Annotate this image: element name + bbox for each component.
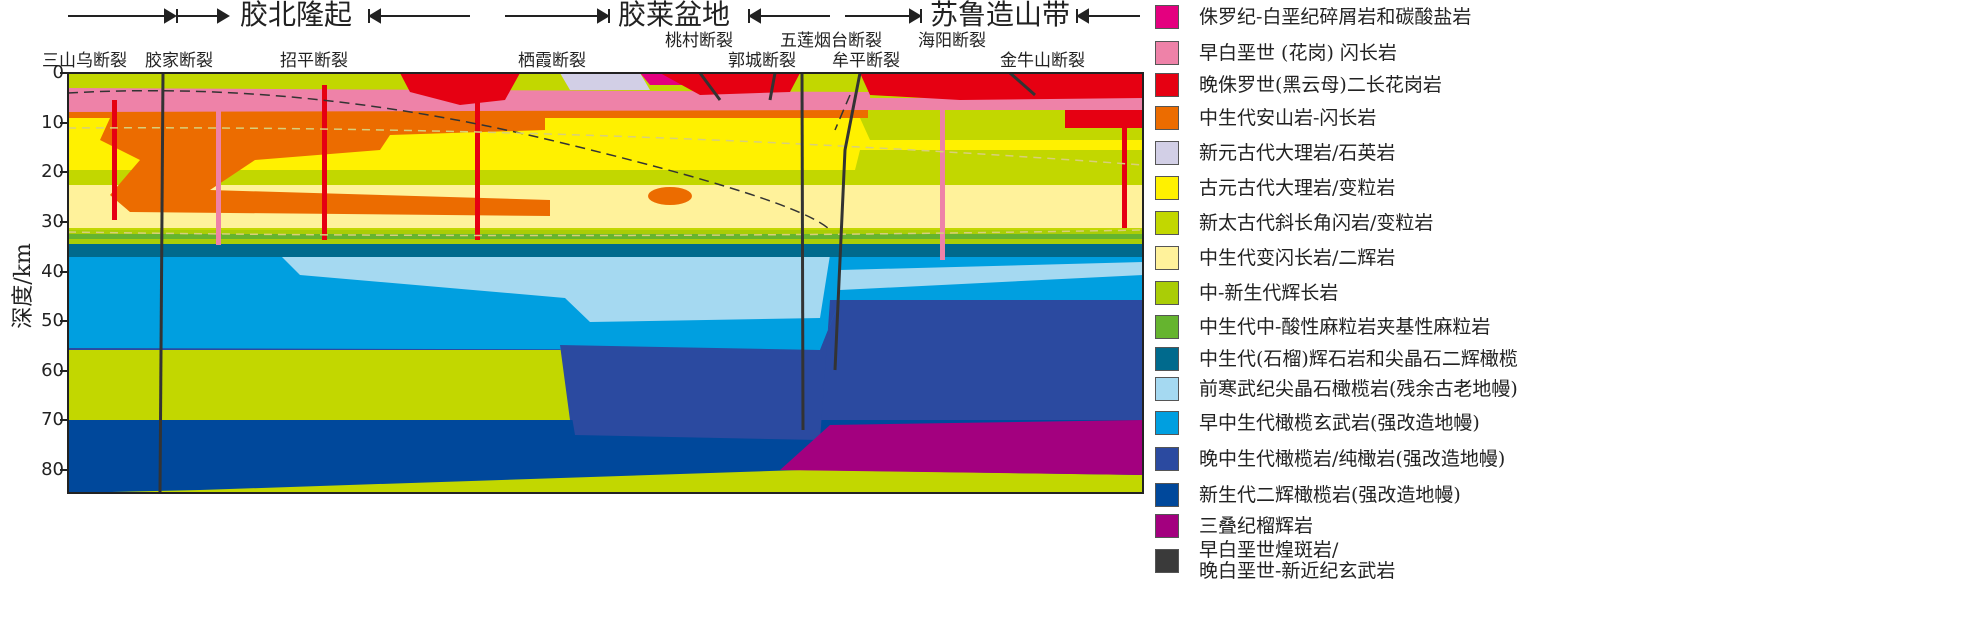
legend-label: 新元古代大理岩/石英岩	[1199, 141, 1396, 164]
legend-swatch	[1155, 377, 1179, 401]
legend-swatch	[1155, 246, 1179, 270]
region-arrows	[68, 8, 1140, 24]
legend-item: 晚侏罗世(黑云母)二长花岗岩	[1155, 72, 1442, 98]
legend-label: 前寒武纪尖晶石橄榄岩(残余古老地幔)	[1199, 377, 1518, 400]
y-tick-label: 40	[41, 261, 64, 282]
legend-item: 早中生代橄榄玄武岩(强改造地幔)	[1155, 410, 1480, 436]
legend-swatch	[1155, 281, 1179, 305]
legend-label: 中生代(石榴)辉石岩和尖晶石二辉橄榄	[1199, 347, 1518, 370]
legend-label: 中生代中-酸性麻粒岩夹基性麻粒岩	[1199, 315, 1491, 338]
region-jiaobei-uplift: 胶北隆起	[240, 0, 353, 31]
legend-item: 中生代中-酸性麻粒岩夹基性麻粒岩	[1155, 314, 1490, 340]
legend-swatch	[1155, 347, 1179, 371]
legend-item: 早白垩世 (花岗) 闪长岩	[1155, 40, 1397, 66]
legend-swatch	[1155, 41, 1179, 65]
y-ticks	[60, 72, 68, 471]
fault-lines	[158, 71, 1036, 494]
legend-item: 中-新生代辉长岩	[1155, 280, 1338, 306]
legend-item: 早白垩世煌斑岩/ 晚白垩世-新近纪玄武岩	[1155, 540, 1395, 582]
fault-label: 三山乌断裂	[42, 51, 127, 71]
legend-label: 晚侏罗世(黑云母)二长花岗岩	[1199, 73, 1442, 96]
legend-item: 晚中生代橄榄岩/纯橄岩(强改造地幔)	[1155, 446, 1505, 472]
legend-label: 新太古代斜长角闪岩/变粒岩	[1199, 211, 1434, 234]
legend-swatch	[1155, 549, 1179, 573]
legend-swatch	[1155, 483, 1179, 507]
fault-label: 海阳断裂	[918, 31, 986, 51]
legend-item: 中生代(石榴)辉石岩和尖晶石二辉橄榄	[1155, 346, 1518, 372]
legend-label: 早白垩世煌斑岩/ 晚白垩世-新近纪玄武岩	[1199, 539, 1396, 582]
legend-swatch	[1155, 315, 1179, 339]
legend-swatch	[1155, 514, 1179, 538]
y-tick-label: 10	[41, 112, 64, 133]
legend-item: 新元古代大理岩/石英岩	[1155, 140, 1395, 166]
legend-swatch	[1155, 176, 1179, 200]
legend-item: 古元古代大理岩/变粒岩	[1155, 175, 1395, 201]
legend-item: 三叠纪榴辉岩	[1155, 513, 1313, 539]
legend-swatch	[1155, 5, 1179, 29]
fault-label: 五莲烟台断裂	[780, 31, 882, 51]
legend-label: 早白垩世 (花岗) 闪长岩	[1199, 41, 1397, 64]
y-tick-label: 0	[52, 62, 64, 83]
legend-label: 古元古代大理岩/变粒岩	[1199, 176, 1396, 199]
legend-swatch	[1155, 447, 1179, 471]
legend-item: 侏罗纪-白垩纪碎屑岩和碳酸盐岩	[1155, 4, 1471, 30]
fault-label: 金牛山断裂	[1000, 51, 1085, 71]
legend-swatch	[1155, 211, 1179, 235]
legend-label: 中生代变闪长岩/二辉岩	[1199, 246, 1396, 269]
fault-label: 栖霞断裂	[518, 51, 586, 71]
legend-label: 中生代安山岩-闪长岩	[1199, 106, 1377, 129]
fault-label: 郭城断裂	[728, 51, 796, 71]
legend-item: 新生代二辉橄榄岩(强改造地幔)	[1155, 482, 1461, 508]
fault-label: 桃村断裂	[665, 31, 733, 51]
legend-item: 新太古代斜长角闪岩/变粒岩	[1155, 210, 1433, 236]
y-tick-label: 30	[41, 211, 64, 232]
y-tick-label: 20	[41, 161, 64, 182]
y-tick-label: 50	[41, 310, 64, 331]
legend-label: 晚中生代橄榄岩/纯橄岩(强改造地幔)	[1199, 447, 1506, 470]
legend-label: 新生代二辉橄榄岩(强改造地幔)	[1199, 483, 1461, 506]
legend-item: 中生代变闪长岩/二辉岩	[1155, 245, 1395, 271]
legend-label: 三叠纪榴辉岩	[1199, 514, 1314, 537]
legend-label: 中-新生代辉长岩	[1199, 281, 1339, 304]
fault-label: 胶家断裂	[145, 51, 213, 71]
legend-swatch	[1155, 106, 1179, 130]
fault-label: 牟平断裂	[832, 51, 900, 71]
region-sulu-orogen: 苏鲁造山带	[930, 0, 1071, 31]
legend-swatch	[1155, 73, 1179, 97]
y-tick-label: 80	[41, 459, 64, 480]
y-tick-label: 70	[41, 409, 64, 430]
y-tick-label: 60	[41, 360, 64, 381]
legend-item: 前寒武纪尖晶石橄榄岩(残余古老地幔)	[1155, 376, 1518, 402]
legend-label: 早中生代橄榄玄武岩(强改造地幔)	[1199, 411, 1480, 434]
legend-item: 中生代安山岩-闪长岩	[1155, 105, 1376, 131]
legend-label: 侏罗纪-白垩纪碎屑岩和碳酸盐岩	[1199, 5, 1472, 28]
region-jiaolai-basin: 胶莱盆地	[618, 0, 731, 31]
fault-label: 招平断裂	[280, 51, 348, 71]
legend-swatch	[1155, 141, 1179, 165]
legend-swatch	[1155, 411, 1179, 435]
